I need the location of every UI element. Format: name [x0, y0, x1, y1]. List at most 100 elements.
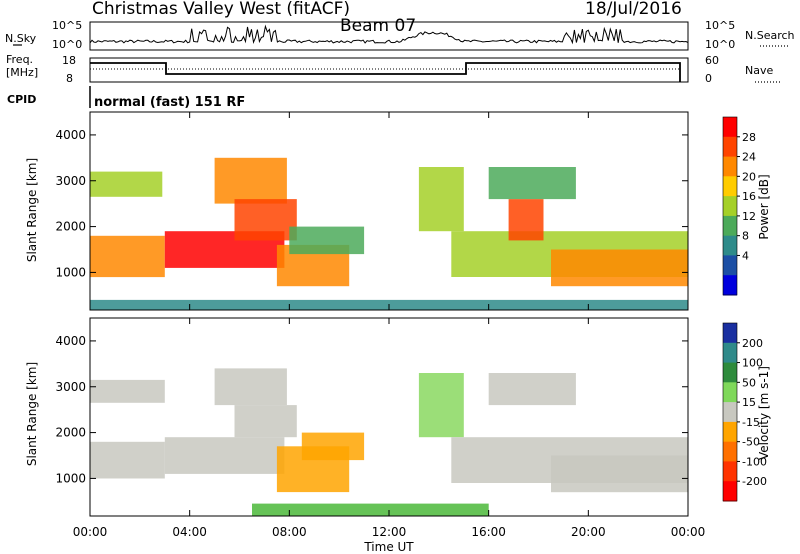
velocity-colorbar-swatch — [723, 362, 737, 383]
date-label: 18/Jul/2016 — [585, 0, 682, 19]
velocity-colorbar-frame — [722, 322, 738, 502]
noise-sky-line — [89, 24, 689, 45]
cpid-value: normal (fast) 151 RF — [94, 95, 245, 110]
power-panel: 1000 2000 3000 4000 Slant Range [km] 28 24 20… — [25, 111, 771, 311]
power-echo-region — [418, 167, 464, 232]
velocity-y-axis: 1000 2000 3000 4000 — [55, 334, 688, 485]
power-y-tick-label: 2000 — [55, 220, 86, 234]
site-title: Christmas Valley West (fitACF) — [92, 0, 350, 19]
power-colorbar-swatch — [723, 136, 737, 158]
noise-panel: N.Sky 10^5 10^0 10^5 10^0 N.Search — [5, 19, 795, 51]
power-colorbar-swatch — [723, 176, 737, 197]
velocity-colorbar-swatch — [723, 382, 737, 403]
velocity-colorbar-label: Velocity [m s-1] — [757, 366, 771, 460]
velocity-echo-region — [90, 441, 165, 479]
power-colorbar-tick-label: 28 — [742, 131, 756, 144]
velocity-colorbar-tick-label: -100 — [742, 455, 767, 468]
velocity-colorbar-tick-label: 100 — [742, 357, 763, 370]
velocity-echo-region — [418, 373, 464, 438]
frequency-trace — [90, 62, 681, 82]
power-echo-region — [508, 199, 544, 241]
power-colorbar-swatch — [723, 156, 737, 177]
power-y-tick-label: 1000 — [55, 265, 86, 279]
velocity-colorbar-swatch — [723, 481, 737, 502]
x-tick-label: 20:00 — [571, 525, 606, 539]
power-y-axis: 1000 2000 3000 4000 — [55, 128, 688, 279]
noise-left-tick-top: 10^5 — [52, 19, 82, 32]
freq-tick-top: 18 — [62, 54, 76, 67]
noise-right-tick-top: 10^5 — [705, 19, 735, 32]
noise-left-tick-bottom: 10^0 — [52, 38, 82, 51]
nave-label: Nave — [745, 64, 773, 77]
freq-tick-bottom: 8 — [66, 72, 73, 85]
noise-search-label: N.Search — [745, 29, 795, 42]
velocity-colorbar-swatch — [723, 323, 737, 344]
velocity-echo-region — [164, 437, 285, 474]
x-tick-label: 16:00 — [471, 525, 506, 539]
time-x-axis: 00:00 04:00 08:00 12:00 16:00 20:00 00:00 — [73, 112, 706, 539]
power-colorbar: 28 24 20 16 12 8 4 — [722, 116, 756, 296]
velocity-colorbar-swatch — [723, 342, 737, 364]
x-axis-label: Time UT — [363, 540, 414, 554]
power-colorbar-swatch — [723, 235, 737, 256]
velocity-colorbar: 200 100 50 15 -15 -50 -100 -200 — [722, 322, 767, 502]
power-echo-region — [289, 226, 365, 255]
power-echo-region — [90, 171, 163, 197]
power-colorbar-swatch — [723, 275, 737, 296]
velocity-data — [90, 368, 688, 516]
nave-tick-top: 60 — [705, 54, 719, 67]
nave-tick-bottom: 0 — [705, 72, 712, 85]
noise-sky-label: N.Sky — [5, 32, 37, 45]
velocity-colorbar-tick-label: -200 — [742, 475, 767, 488]
x-tick-label: 00:00 — [671, 525, 706, 539]
velocity-y-tick-label: 2000 — [55, 426, 86, 440]
velocity-colorbar-swatch — [723, 421, 737, 443]
noise-trace — [89, 24, 689, 45]
velocity-colorbar-tick-label: -15 — [742, 416, 760, 429]
velocity-colorbar-swatch — [723, 402, 737, 423]
beam-label: Beam 07 — [340, 16, 416, 36]
velocity-colorbar-tick-label: -50 — [742, 436, 760, 449]
power-colorbar-tick-label: 20 — [742, 170, 756, 183]
power-echo-region — [488, 167, 576, 200]
power-colorbar-tick-label: 4 — [742, 249, 749, 262]
power-colorbar-swatch — [723, 215, 737, 237]
power-colorbar-swatch — [723, 117, 737, 138]
freq-unit-label: [MHz] — [6, 66, 38, 79]
velocity-echo-region — [214, 368, 287, 406]
velocity-colorbar-tick-label: 50 — [742, 376, 756, 389]
velocity-echo-region — [234, 405, 297, 438]
velocity-colorbar-swatch — [723, 461, 737, 482]
power-colorbar-tick-label: 16 — [742, 190, 756, 203]
freq-label: Freq. — [6, 53, 33, 66]
power-colorbar-tick-label: 24 — [742, 151, 756, 164]
x-tick-label: 12:00 — [372, 525, 407, 539]
velocity-panel: 1000 2000 3000 4000 Slant Range [km] 200 100… — [25, 112, 771, 554]
power-colorbar-frame — [722, 116, 738, 296]
power-echo-region — [214, 157, 287, 204]
power-colorbar-tick-label: 12 — [742, 210, 756, 223]
x-tick-label: 04:00 — [172, 525, 207, 539]
velocity-y-tick-label: 3000 — [55, 380, 86, 394]
power-colorbar-swatch — [723, 196, 737, 217]
power-y-label: Slant Range [km] — [25, 158, 39, 262]
power-colorbar-tick-label: 8 — [742, 230, 749, 243]
frequency-panel: Freq. [MHz] 18 8 60 0 Nave — [6, 53, 780, 85]
x-tick-label: 00:00 — [73, 525, 108, 539]
power-echo-region — [551, 249, 688, 287]
cpid-label: CPID — [7, 93, 36, 106]
velocity-echo-region — [90, 379, 165, 403]
velocity-echo-region — [252, 503, 489, 516]
x-tick-label: 08:00 — [272, 525, 307, 539]
velocity-colorbar-tick-label: 15 — [742, 396, 756, 409]
velocity-echo-region — [551, 455, 688, 493]
power-echo-region — [90, 235, 165, 278]
power-colorbar-label: Power [dB] — [757, 174, 771, 239]
velocity-y-tick-label: 1000 — [55, 471, 86, 485]
velocity-echo-region — [301, 432, 365, 461]
power-echo-region — [234, 199, 297, 241]
power-colorbar-swatch — [723, 255, 737, 276]
power-y-tick-label: 3000 — [55, 174, 86, 188]
velocity-echo-region — [488, 373, 576, 406]
